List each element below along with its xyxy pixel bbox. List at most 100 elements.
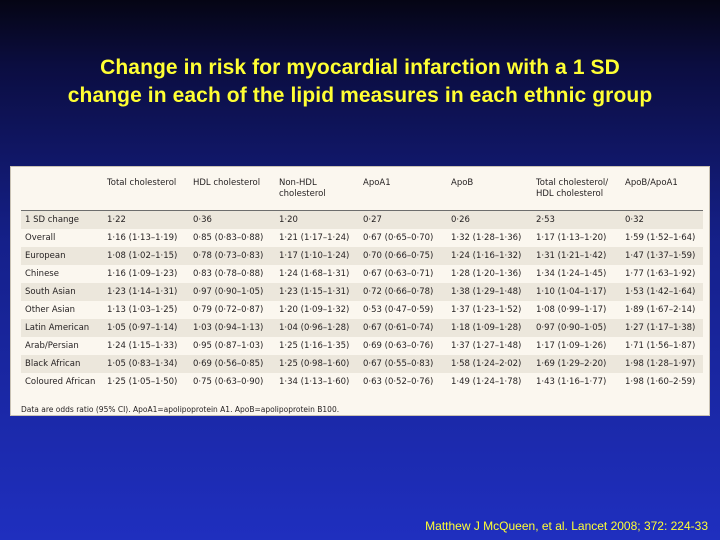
table-cell: 1·21 (1·17–1·24) xyxy=(279,233,350,243)
table-row: Latin American 1·05 (0·97–1·14) 1·03 (0·94… xyxy=(21,319,703,337)
table-cell: 1·23 (1·15–1·31) xyxy=(277,283,361,301)
table-row: 1 SD change 1·22 0·36 1·20 0·27 0·26 2·53 0·32 xyxy=(21,210,703,229)
table-cell: 1·25 (1·05–1·50) xyxy=(107,377,178,387)
header-cell-apob-apoa1: ApoB/ApoA1 xyxy=(623,175,703,211)
row-label-cell: Latin American xyxy=(21,319,105,337)
row-label-cell: Black African xyxy=(21,355,105,373)
table-cell: 1·38 (1·29–1·48) xyxy=(449,283,534,301)
table-row: Coloured African 1·25 (1·05–1·50) 0·75 (0·… xyxy=(21,373,703,391)
table-cell: 1·05 (0·97–1·14) xyxy=(105,319,191,337)
table-row: Arab/Persian 1·24 (1·15–1·33) 0·95 (0·87–1… xyxy=(21,337,703,355)
table-cell: 1·24 (1·15–1·33) xyxy=(107,341,178,351)
row-label-cell: 1 SD change xyxy=(21,210,105,229)
table-cell: 1·16 (1·09–1·23) xyxy=(107,269,178,279)
table-row: Chinese 1·16 (1·09–1·23) 0·83 (0·78–0·88) 1… xyxy=(21,265,703,283)
header-cell-apoa1: ApoA1 xyxy=(361,175,449,211)
table-cell: 1·25 (1·16–1·35) xyxy=(279,341,350,351)
table-cell: 0·69 (0·56–0·85) xyxy=(191,355,277,373)
table-cell: 0·70 (0·66–0·75) xyxy=(361,247,449,265)
table-cell: 1·05 (0·83–1·34) xyxy=(105,355,191,373)
row-label-cell: Arab/Persian xyxy=(25,341,79,351)
slide-title: Change in risk for myocardial infarction… xyxy=(0,54,720,110)
table-cell: 1·13 (1·03–1·25) xyxy=(107,305,178,315)
header-cell-non-hdl-cholesterol: Non-HDL cholesterol xyxy=(277,175,361,211)
table-cell: 1·43 (1·16–1·77) xyxy=(536,377,607,387)
table-cell: 1·08 (0·99–1·17) xyxy=(536,305,607,315)
table-cell: 1·23 (1·14–1·31) xyxy=(105,283,191,301)
row-label-cell: Other Asian xyxy=(25,305,76,315)
table-cell: 0·53 (0·47–0·59) xyxy=(363,305,434,315)
table-cell: 1·20 (1·09–1·32) xyxy=(279,305,350,315)
table-cell: 1·59 (1·52–1·64) xyxy=(625,233,696,243)
table-cell: 1·37 (1·23–1·52) xyxy=(451,305,522,315)
header-cell-group xyxy=(21,175,105,211)
table-cell: 1·32 (1·28–1·36) xyxy=(451,233,522,243)
table-cell: 1·03 (0·94–1·13) xyxy=(191,319,277,337)
table-cell: 0·83 (0·78–0·88) xyxy=(193,269,264,279)
table-cell: 1·77 (1·63–1·92) xyxy=(625,269,696,279)
table-cell: 0·63 (0·52–0·76) xyxy=(363,377,434,387)
table-cell: 0·67 (0·65–0·70) xyxy=(363,233,434,243)
odds-ratio-table-card: Total cholesterol HDL cholesterol Non-HD… xyxy=(10,166,710,416)
table-cell: 0·67 (0·61–0·74) xyxy=(361,319,449,337)
table-cell: 1·22 xyxy=(105,210,191,229)
table-cell: 1·71 (1·56–1·87) xyxy=(625,341,696,351)
table-cell: 0·26 xyxy=(449,210,534,229)
header-cell-total-cholesterol: Total cholesterol xyxy=(105,175,191,211)
table-cell: 1·49 (1·24–1·78) xyxy=(451,377,522,387)
table-cell: 1·98 (1·28–1·97) xyxy=(623,355,703,373)
table-cell: 1·34 (1·24–1·45) xyxy=(536,269,607,279)
row-label-cell: Coloured African xyxy=(25,377,96,387)
table-row: South Asian 1·23 (1·14–1·31) 0·97 (0·90–1·… xyxy=(21,283,703,301)
table-cell: 1·17 (1·10–1·24) xyxy=(277,247,361,265)
citation: Matthew J McQueen, et al. Lancet 2008; 3… xyxy=(425,519,708,533)
table-cell: 1·17 (1·13–1·20) xyxy=(536,233,607,243)
table-cell: 0·69 (0·63–0·76) xyxy=(363,341,434,351)
row-label-cell: Chinese xyxy=(25,269,59,279)
table-cell: 0·27 xyxy=(361,210,449,229)
table-header-row: Total cholesterol HDL cholesterol Non-HD… xyxy=(21,175,703,211)
table-cell: 1·27 (1·17–1·38) xyxy=(623,319,703,337)
odds-ratio-table: Total cholesterol HDL cholesterol Non-HD… xyxy=(21,175,703,391)
table-row: Other Asian 1·13 (1·03–1·25) 0·79 (0·72–0·… xyxy=(21,301,703,319)
table-row: Overall 1·16 (1·13–1·19) 0·85 (0·83–0·88) 1… xyxy=(21,229,703,247)
table-cell: 1·24 (1·68–1·31) xyxy=(279,269,350,279)
table-cell: 1·58 (1·24–2·02) xyxy=(449,355,534,373)
slide-title-line-2: change in each of the lipid measures in … xyxy=(67,84,653,107)
table-cell: 1·24 (1·16–1·32) xyxy=(449,247,534,265)
table-cell: 1·98 (1·60–2·59) xyxy=(625,377,696,387)
table-cell: 0·79 (0·72–0·87) xyxy=(193,305,264,315)
header-cell-apob: ApoB xyxy=(449,175,534,211)
table-cell: 0·95 (0·87–1·03) xyxy=(193,341,264,351)
table-cell: 1·37 (1·27–1·48) xyxy=(451,341,522,351)
header-cell-total-hdl-ratio: Total cholesterol/ HDL cholesterol xyxy=(534,175,623,211)
table-cell: 1·25 (0·98–1·60) xyxy=(277,355,361,373)
table-footnote: Data are odds ratio (95% CI). ApoA1=apol… xyxy=(21,405,340,414)
table-cell: 2·53 xyxy=(534,210,623,229)
table-row: Black African 1·05 (0·83–1·34) 0·69 (0·56–… xyxy=(21,355,703,373)
table-cell: 0·97 (0·90–1·05) xyxy=(534,319,623,337)
table-cell: 0·78 (0·73–0·83) xyxy=(191,247,277,265)
table-cell: 1·69 (1·29–2·20) xyxy=(534,355,623,373)
table-cell: 1·31 (1·21–1·42) xyxy=(534,247,623,265)
table-cell: 0·67 (0·63–0·71) xyxy=(363,269,434,279)
row-label-cell: European xyxy=(21,247,105,265)
table-cell: 0·72 (0·66–0·78) xyxy=(361,283,449,301)
table-cell: 1·10 (1·04–1·17) xyxy=(534,283,623,301)
table-cell: 1·89 (1·67–2·14) xyxy=(625,305,696,315)
table-body: 1 SD change 1·22 0·36 1·20 0·27 0·26 2·53 0·32 O… xyxy=(21,210,703,392)
slide-title-line-1: Change in risk for myocardial infarction… xyxy=(100,56,620,79)
table-cell: 1·18 (1·09–1·28) xyxy=(449,319,534,337)
header-cell-hdl-cholesterol: HDL cholesterol xyxy=(191,175,277,211)
table-cell: 0·97 (0·90–1·05) xyxy=(191,283,277,301)
table-cell: 1·17 (1·09–1·26) xyxy=(536,341,607,351)
table-cell: 1·47 (1·37–1·59) xyxy=(623,247,703,265)
table-cell: 1·53 (1·42–1·64) xyxy=(623,283,703,301)
table-cell: 1·04 (0·96–1·28) xyxy=(277,319,361,337)
table-cell: 0·67 (0·55–0·83) xyxy=(361,355,449,373)
table-cell: 1·20 xyxy=(277,210,361,229)
table-cell: 0·75 (0·63–0·90) xyxy=(193,377,264,387)
table-cell: 1·34 (1·13–1·60) xyxy=(279,377,350,387)
table-cell: 0·85 (0·83–0·88) xyxy=(193,233,264,243)
table-cell: 1·08 (1·02–1·15) xyxy=(105,247,191,265)
